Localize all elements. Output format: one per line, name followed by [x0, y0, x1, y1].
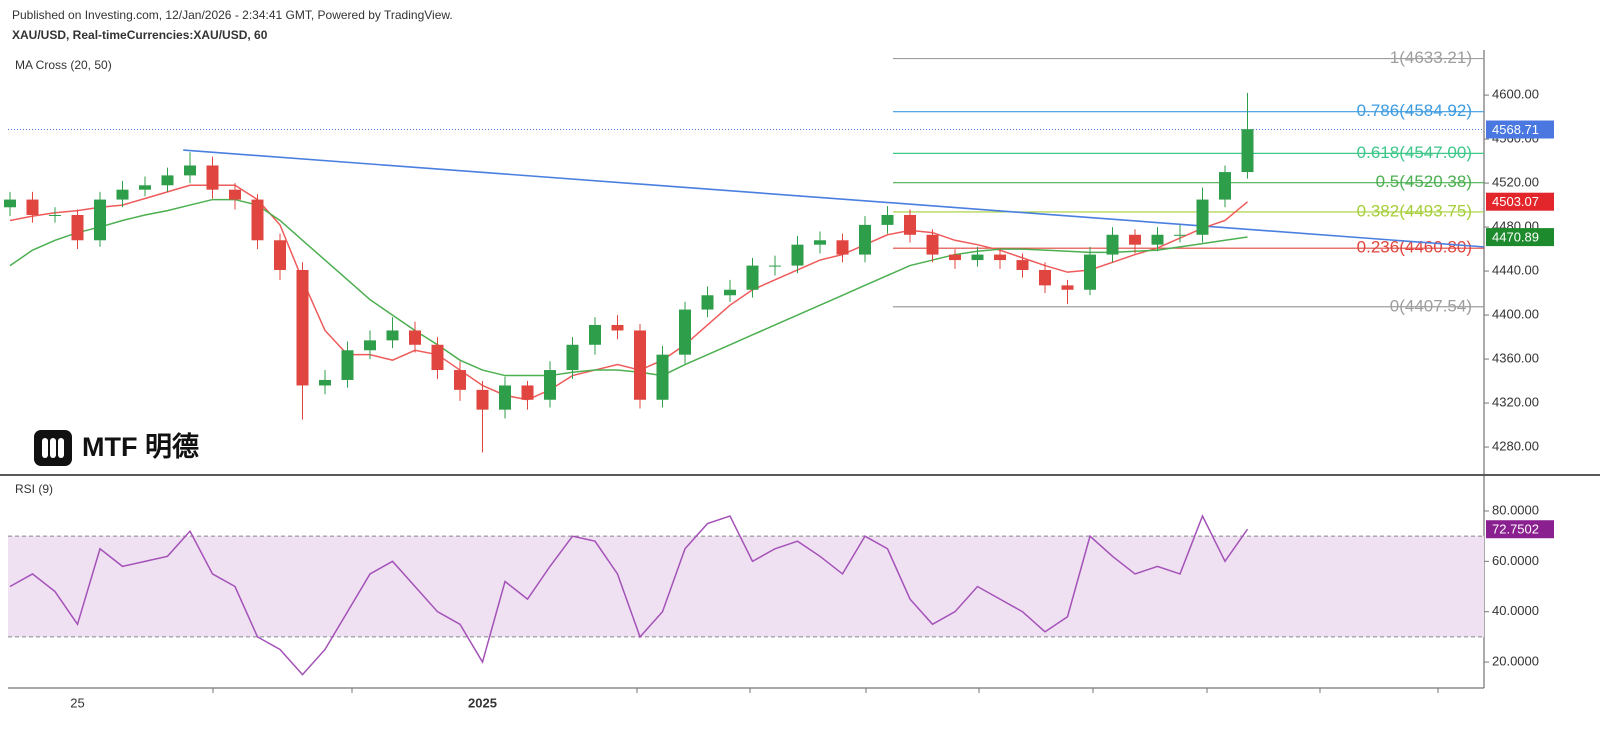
published-note: Published on Investing.com, 12/Jan/2026 …: [12, 8, 453, 22]
candle-body: [476, 389, 489, 410]
price-tag-label: 72.7502: [1492, 522, 1539, 537]
candle-body: [319, 379, 331, 386]
candle-body: [94, 199, 106, 241]
candle-body: [746, 265, 759, 290]
x-tick-label: 25: [70, 695, 84, 710]
candle-body: [26, 199, 39, 215]
rsi-band: [8, 536, 1484, 637]
candle-body: [971, 254, 984, 261]
candle-body: [341, 350, 354, 380]
candle-body: [544, 370, 556, 400]
trendline: [183, 149, 1484, 248]
x-ticks: [212, 688, 1439, 693]
y-tick-label: 4400.00: [1492, 307, 1539, 322]
candle-body: [386, 330, 399, 341]
moving-average: [9, 198, 1248, 377]
candle-body: [296, 269, 309, 386]
candle-body: [431, 344, 444, 371]
y-tick-label: 4360.00: [1492, 351, 1539, 366]
candle-body: [634, 330, 646, 400]
candle-body: [1129, 234, 1141, 245]
price-tag-label: 4470.89: [1492, 230, 1539, 245]
candle-body: [904, 214, 916, 235]
candle-body: [116, 189, 129, 200]
candle-body: [611, 324, 624, 331]
candle-body: [4, 199, 16, 208]
candle-body: [1241, 129, 1254, 173]
logo: MTF 明德: [34, 430, 199, 466]
candle-body: [139, 185, 151, 190]
candle-body: [1106, 234, 1119, 255]
price-tag: [1486, 520, 1554, 539]
candle-body: [1151, 234, 1164, 245]
candle-body: [1174, 234, 1186, 236]
candle-body: [836, 240, 849, 255]
candle-body: [1039, 269, 1051, 286]
candle-body: [859, 224, 871, 255]
fib-level-label: 0.236(4460.80): [1357, 238, 1472, 257]
price-tag: [1486, 120, 1554, 139]
candle-body: [589, 324, 601, 345]
y-tick-label: 60.0000: [1492, 553, 1539, 568]
candle-body: [881, 214, 894, 225]
y-tick-label: 4600.00: [1492, 87, 1539, 102]
price-panel-title: MA Cross (20, 50): [15, 58, 112, 72]
candle-body: [184, 165, 196, 176]
price-tag: [1486, 228, 1554, 247]
candle-body: [49, 214, 61, 216]
candle-body: [724, 289, 736, 296]
candle-body: [409, 330, 421, 345]
candle-body: [566, 344, 579, 371]
fib-level-label: 1(4633.21): [1390, 48, 1472, 67]
candle-body: [454, 370, 466, 390]
price-tag: [1486, 192, 1554, 211]
fib-level-label: 0(4407.54): [1390, 296, 1472, 315]
y-tick-label: 80.0000: [1492, 502, 1539, 517]
y-tick-label: 40.0000: [1492, 603, 1539, 618]
candle-body: [1196, 199, 1209, 235]
candle-body: [994, 254, 1006, 261]
candle-body: [206, 165, 219, 190]
candle-body: [161, 175, 174, 186]
candle-body: [656, 354, 669, 400]
price-tag-label: 4503.07: [1492, 194, 1539, 209]
candle-body: [679, 309, 691, 355]
candle-body: [791, 244, 804, 266]
candle-body: [229, 189, 241, 200]
rsi-line: [9, 514, 1249, 676]
candle-body: [364, 340, 376, 351]
candle-body: [701, 295, 714, 310]
candle-body: [521, 385, 534, 400]
y-tick-label: 4520.00: [1492, 175, 1539, 190]
candle-body: [1084, 254, 1096, 290]
fib-level-label: 0.618(4547.00): [1357, 143, 1472, 162]
candle-body: [251, 199, 264, 241]
price-tag-label: 4568.71: [1492, 122, 1539, 137]
logo-text: MTF 明德: [82, 432, 199, 462]
moving-average: [9, 184, 1248, 401]
candle-body: [949, 254, 961, 261]
y-tick-label: 4440.00: [1492, 263, 1539, 278]
candle-body: [71, 214, 84, 241]
candle-body: [274, 240, 286, 270]
y-tick-label: 20.0000: [1492, 654, 1539, 669]
candle-body: [926, 234, 939, 255]
fib-level-label: 0.786(4584.92): [1357, 101, 1472, 120]
candle-body: [1016, 260, 1029, 270]
symbol-title: XAU/USD, Real-timeCurrencies:XAU/USD, 60: [12, 28, 268, 42]
candle-body: [814, 240, 826, 245]
candle-body: [1061, 285, 1074, 290]
candle-body: [1219, 172, 1231, 200]
rsi-panel-title: RSI (9): [15, 482, 53, 496]
y-tick-label: 4280.00: [1492, 438, 1539, 453]
fib-level-label: 0.5(4520.38): [1376, 172, 1472, 191]
candle-body: [769, 265, 781, 267]
candle-body: [499, 385, 511, 410]
fib-level-label: 0.382(4493.75): [1357, 201, 1472, 220]
y-tick-label: 4320.00: [1492, 394, 1539, 409]
x-tick-label: 2025: [468, 695, 497, 710]
